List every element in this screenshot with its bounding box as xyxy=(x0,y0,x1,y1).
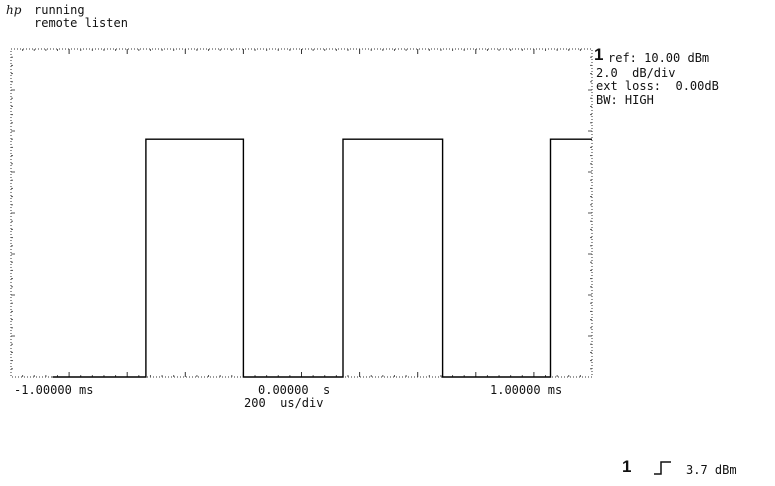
ref-level: ref: 10.00 dBm xyxy=(608,51,710,65)
time-per-div: 200 us/div xyxy=(244,396,324,410)
channel-number: 1 xyxy=(594,45,604,64)
rising-edge-icon xyxy=(654,461,671,475)
graticule-border xyxy=(10,48,593,378)
status-remote-listen: remote listen xyxy=(34,16,128,30)
graticule xyxy=(10,48,593,378)
bandwidth: BW: HIGH xyxy=(596,93,654,107)
time-center-label: 0.00000 s xyxy=(258,383,331,397)
time-left-label: -1.00000 ms xyxy=(14,383,94,397)
trigger-level: 3.7 dBm xyxy=(686,463,737,477)
status-running: running xyxy=(34,3,85,17)
hp-logo: hp xyxy=(6,3,22,17)
scale-per-div: 2.0 dB/div xyxy=(596,66,676,80)
trace-group xyxy=(52,138,592,378)
ext-loss: ext loss: 0.00dB xyxy=(596,79,719,93)
waveform-trace xyxy=(52,138,592,378)
trigger-channel: 1 xyxy=(622,457,632,476)
time-right-label: 1.00000 ms xyxy=(490,383,563,397)
